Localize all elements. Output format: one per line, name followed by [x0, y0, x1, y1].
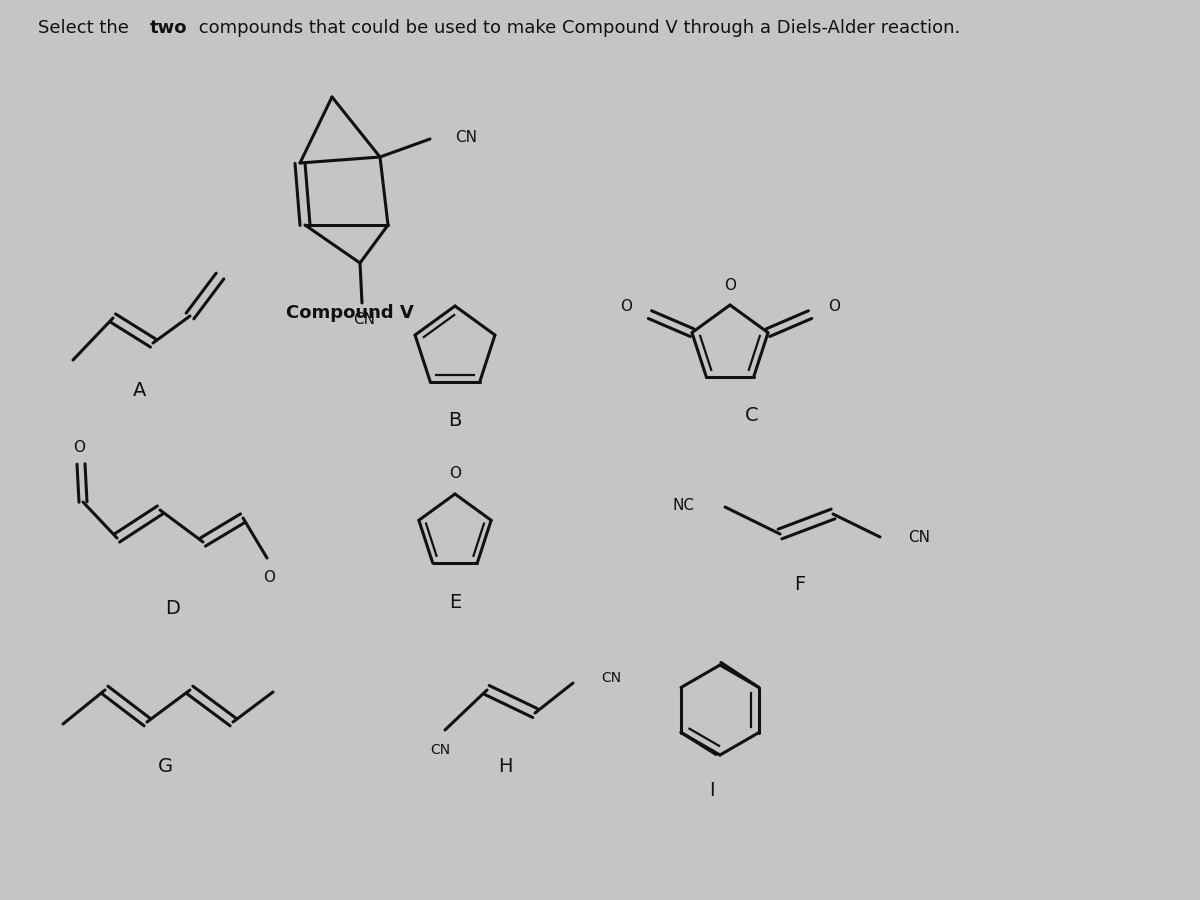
- Text: D: D: [166, 598, 180, 617]
- Text: O: O: [73, 440, 85, 455]
- Text: CN: CN: [353, 312, 374, 328]
- Text: Select the: Select the: [38, 19, 134, 37]
- Text: I: I: [709, 780, 715, 799]
- Text: H: H: [498, 757, 512, 776]
- Text: O: O: [263, 571, 275, 586]
- Text: O: O: [828, 299, 840, 314]
- Text: compounds that could be used to make Compound V through a Diels-Alder reaction.: compounds that could be used to make Com…: [193, 19, 960, 37]
- Text: two: two: [150, 19, 187, 37]
- Text: CN: CN: [430, 743, 450, 757]
- Text: E: E: [449, 592, 461, 611]
- Text: O: O: [449, 466, 461, 482]
- Text: CN: CN: [455, 130, 478, 145]
- Text: F: F: [794, 574, 805, 593]
- Text: O: O: [620, 299, 632, 314]
- Text: C: C: [745, 406, 758, 425]
- Text: G: G: [157, 758, 173, 777]
- Text: CN: CN: [908, 529, 930, 544]
- Text: Compound V: Compound V: [286, 304, 414, 322]
- Text: B: B: [449, 410, 462, 429]
- Text: A: A: [133, 381, 146, 400]
- Text: NC: NC: [673, 498, 695, 512]
- Text: CN: CN: [601, 671, 622, 685]
- Text: O: O: [724, 277, 736, 292]
